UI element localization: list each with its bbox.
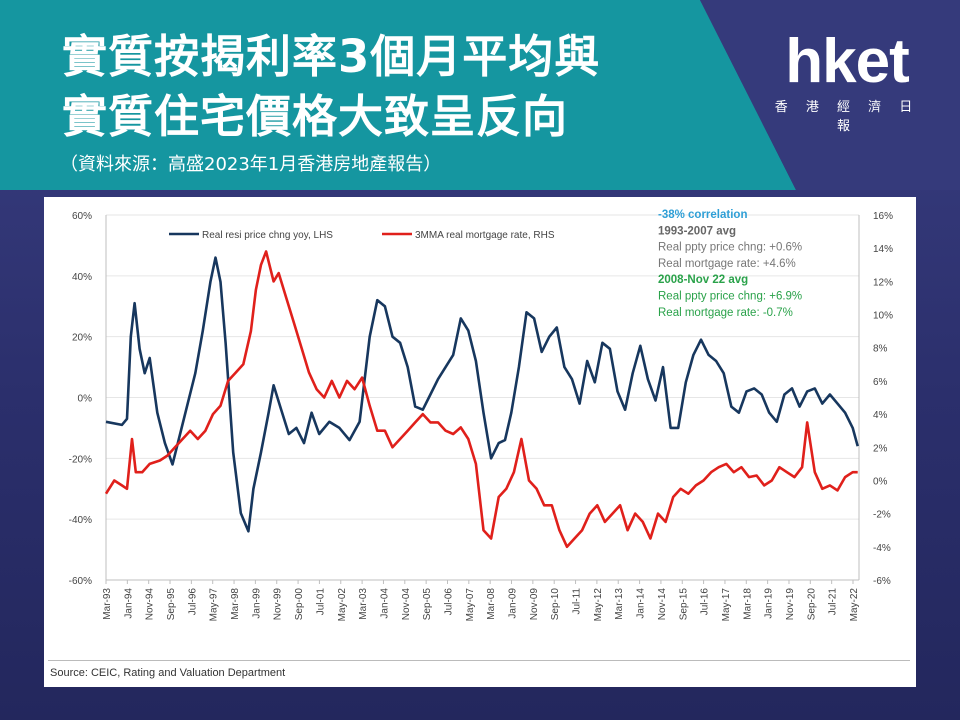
chart-svg: 60% 40% 20% 0% -20% -40% -60% 16% 14% 12% 10% 8% 6% 4… [69, 209, 893, 622]
x-tick-label: Sep-00 [294, 588, 305, 621]
y-right-tick-label: 10% [873, 311, 893, 322]
logo-wordmark: hket [785, 27, 909, 96]
x-tick-label: Nov-94 [145, 588, 156, 621]
y-right-tick-label: -2% [873, 510, 891, 521]
x-tick-label: May-22 [849, 588, 860, 622]
series-line-mortgage-rate [104, 250, 858, 549]
x-tick-label: Jul-21 [828, 588, 839, 616]
x-tick-label: May-07 [465, 588, 476, 622]
logo-subtitle: 香 港 經 濟 日 報 [774, 100, 920, 134]
x-tick-label: Jan-09 [508, 588, 519, 619]
x-tick-label: Mar-93 [102, 588, 113, 620]
y-right-tick-label: 6% [873, 377, 888, 388]
y-right-tick-label: 16% [873, 211, 893, 222]
y-right-tick-label: -4% [873, 543, 891, 554]
y-right-tick-label: 2% [873, 443, 888, 454]
x-tick-label: Mar-13 [614, 588, 625, 620]
y-right-tick-label: 12% [873, 277, 893, 288]
x-tick-label: Sep-20 [806, 588, 817, 621]
series-line-real-price [105, 256, 859, 533]
x-tick-label: Sep-15 [678, 588, 689, 621]
banner-dark-shape [700, 0, 960, 190]
x-tick-label: May-17 [721, 588, 732, 622]
y-left-tick-label: -60% [69, 576, 92, 587]
x-tick-label: Jan-94 [123, 588, 134, 619]
x-tick-label: Nov-99 [273, 588, 284, 621]
x-tick-label: Mar-18 [742, 588, 753, 620]
y-left-tick-label: -20% [69, 454, 92, 465]
subtitle-source: （資料來源：高盛2023年1月香港房地產報告） [60, 154, 442, 175]
x-tick-label: Mar-08 [486, 588, 497, 620]
y-left-tick-label: 40% [72, 272, 92, 283]
footer-divider [48, 660, 910, 661]
annotation-correlation: -38% correlation [658, 209, 747, 221]
x-tick-label: Sep-05 [422, 588, 433, 621]
chart-source-note: Source: CEIC, Rating and Valuation Depar… [50, 667, 286, 679]
y-right-tick-label: 14% [873, 244, 893, 255]
legend-label-mortgage-rate: 3MMA real mortgage rate, RHS [415, 230, 555, 241]
annotation-period2-rate: Real mortgage rate: -0.7% [658, 307, 793, 319]
title-line-1: 實質按揭利率3個月平均與 [62, 30, 601, 83]
x-tick-label: May-12 [593, 588, 604, 622]
annotation-period2-title: 2008-Nov 22 avg [658, 274, 748, 286]
title-banner: 實質按揭利率3個月平均與 實質住宅價格大致呈反向 （資料來源：高盛2023年1月… [0, 0, 960, 190]
x-tick-label: Jul-96 [187, 588, 198, 616]
banner-shape [0, 0, 960, 190]
y-right-tick-label: 4% [873, 410, 888, 421]
x-tick-label: Nov-14 [657, 588, 668, 621]
chart-panel: 60% 40% 20% 0% -20% -40% -60% 16% 14% 12% 10% 8% 6% 4… [44, 197, 916, 687]
y-right-tick-label: -6% [873, 576, 891, 587]
hket-logo: hket 香 港 經 濟 日 報 [762, 27, 932, 135]
y-left-tick-label: -40% [69, 515, 92, 526]
x-tick-label: Jan-19 [764, 588, 775, 619]
legend-label-real-price: Real resi price chng yoy, LHS [202, 230, 333, 241]
banner-teal-shape [0, 0, 796, 190]
x-tick-label: Mar-98 [230, 588, 241, 620]
annotation-period1-title: 1993-2007 avg [658, 225, 736, 237]
x-tick-label: Jan-04 [379, 588, 390, 619]
x-tick-label: Nov-19 [785, 588, 796, 621]
y-right-tick-label: 8% [873, 344, 888, 355]
y-left-tick-label: 20% [72, 333, 92, 344]
x-tick-label: Jul-06 [443, 588, 454, 616]
annotation-period1-price: Real ppty price chng: +0.6% [658, 242, 802, 254]
x-tick-label: Sep-10 [550, 588, 561, 621]
y-left-tick-label: 60% [72, 211, 92, 222]
title-line-2: 實質住宅價格大致呈反向 [62, 90, 569, 143]
x-tick-label: May-02 [337, 588, 348, 622]
x-tick-label: Nov-09 [529, 588, 540, 621]
x-tick-label: Jul-01 [315, 588, 326, 616]
x-tick-label: May-97 [209, 588, 220, 622]
annotation-period1-rate: Real mortgage rate: +4.6% [658, 258, 796, 270]
x-tick-label: Jan-99 [251, 588, 262, 619]
x-tick-label: Mar-03 [358, 588, 369, 620]
x-tick-label: Jul-11 [572, 588, 583, 615]
y-left-tick-label: 0% [78, 394, 93, 405]
x-tick-label: Jan-14 [636, 588, 647, 619]
x-tick-label: Nov-04 [401, 588, 412, 621]
x-tick-label: Sep-95 [166, 588, 177, 621]
x-tick-label: Jul-16 [700, 588, 711, 616]
annotation-period2-price: Real ppty price chng: +6.9% [658, 291, 802, 303]
y-right-tick-label: 0% [873, 476, 888, 487]
